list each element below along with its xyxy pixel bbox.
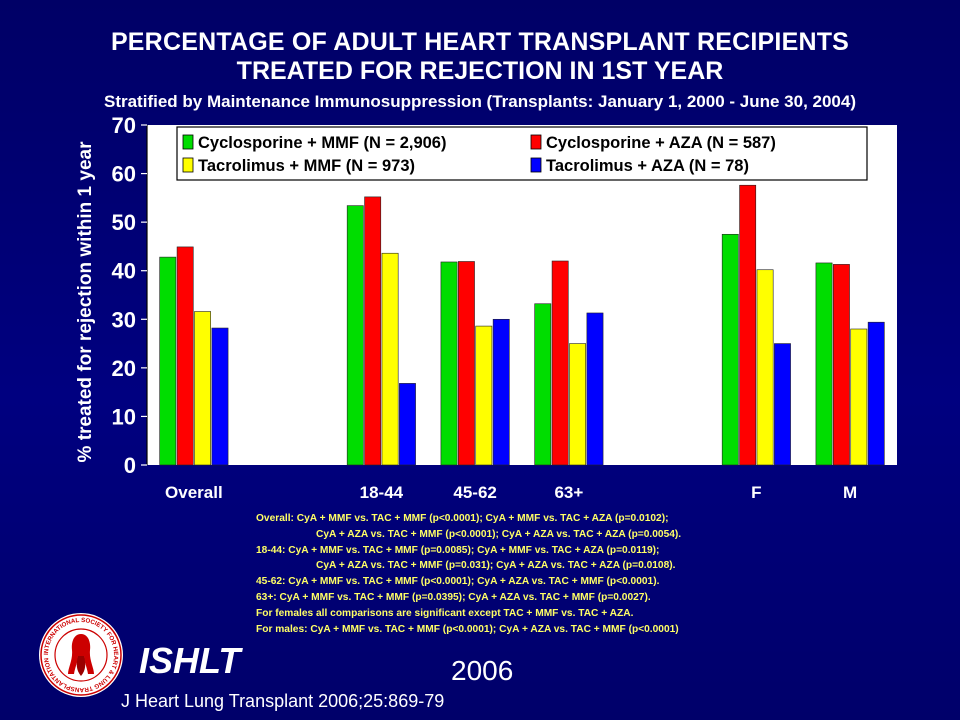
note-line: Overall: CyA + MMF vs. TAC + MMF (p<0.00… <box>256 513 669 524</box>
chart-subtitle: Stratified by Maintenance Immunosuppress… <box>103 92 857 111</box>
y-axis-label: % treated for rejection within 1 year <box>75 141 96 463</box>
note-line: 18-44: CyA + MMF vs. TAC + MMF (p=0.0085… <box>256 544 660 556</box>
citation: J Heart Lung Transplant 2006;25:869-79 <box>121 691 445 711</box>
bar <box>815 262 833 466</box>
note-line: For females all comparisons are signific… <box>256 607 634 619</box>
y-tick-label: 60 <box>112 162 136 187</box>
bar <box>551 260 569 466</box>
bar <box>159 256 177 466</box>
note-line: 63+: CyA + MMF vs. TAC + MMF (p=0.0395);… <box>256 591 651 603</box>
bar <box>867 321 885 466</box>
x-tick-label: M <box>843 483 857 502</box>
bar <box>833 264 850 466</box>
legend: Cyclosporine + MMF (N = 2,906) Cyclospori… <box>176 126 868 181</box>
x-tick-label: 18-44 <box>360 483 404 502</box>
bar <box>176 246 194 466</box>
x-tick-label: 45-62 <box>453 483 496 502</box>
bar <box>211 327 229 466</box>
legend-label: Cyclosporine + AZA (N = 587) <box>546 134 776 152</box>
bar <box>440 261 458 466</box>
legend-swatch <box>530 134 542 150</box>
bar <box>492 318 510 466</box>
note-line: 45-62: CyA + MMF vs. TAC + MMF (p<0.0001… <box>256 576 660 588</box>
bar <box>850 328 868 466</box>
bar <box>475 325 493 466</box>
statistics-notes: Overall: CyA + MMF vs. TAC + MMF (p<0.00… <box>256 511 896 637</box>
x-tick-label: 63+ <box>554 483 583 502</box>
bar <box>364 196 382 466</box>
y-tick-label: 50 <box>112 210 136 235</box>
bar <box>458 261 475 466</box>
bar <box>756 269 774 466</box>
chart-title-line-1: PERCENTAGE OF ADULT HEART TRANSPLANT REC… <box>110 28 850 56</box>
x-tick-label: F <box>751 483 761 502</box>
legend-box <box>176 126 868 181</box>
y-tick-label: 20 <box>112 356 136 381</box>
bar <box>381 252 399 466</box>
y-tick-label: 0 <box>124 453 136 478</box>
bar <box>569 343 586 466</box>
chart-title-line-2: TREATED FOR REJECTION IN 1ST YEAR <box>236 57 724 85</box>
legend-label: Tacrolimus + MMF (N = 973) <box>198 157 415 175</box>
y-tick-label: 30 <box>112 307 136 332</box>
bar <box>739 184 757 466</box>
y-tick-label: 70 <box>112 113 136 138</box>
legend-swatch <box>182 134 194 150</box>
brand-label: ISHLT <box>139 640 241 681</box>
y-tick-label: 40 <box>112 259 136 284</box>
bar <box>399 383 416 466</box>
legend-swatch <box>530 157 542 173</box>
legend-swatch <box>182 157 194 173</box>
bar <box>194 311 211 466</box>
bar <box>534 303 552 466</box>
x-tick-label: Overall <box>165 483 223 502</box>
note-line: CyA + AZA vs. TAC + MMF (p=0.031); CyA +… <box>316 560 676 572</box>
legend-label: Tacrolimus + AZA (N = 78) <box>546 157 749 175</box>
bar <box>586 312 604 466</box>
note-line: CyA + AZA vs. TAC + MMF (p<0.0001); CyA … <box>316 528 682 540</box>
bar <box>346 205 364 466</box>
bar <box>721 233 739 466</box>
note-line: For males: CyA + MMF vs. TAC + MMF (p<0.… <box>256 623 679 635</box>
year-label: 2006 <box>451 655 514 686</box>
ishlt-logo: INTERNATIONAL SOCIETY FOR HEART & LUNG T… <box>39 613 123 697</box>
bar <box>774 343 791 466</box>
y-tick-label: 10 <box>112 404 136 429</box>
legend-label: Cyclosporine + MMF (N = 2,906) <box>198 134 446 152</box>
